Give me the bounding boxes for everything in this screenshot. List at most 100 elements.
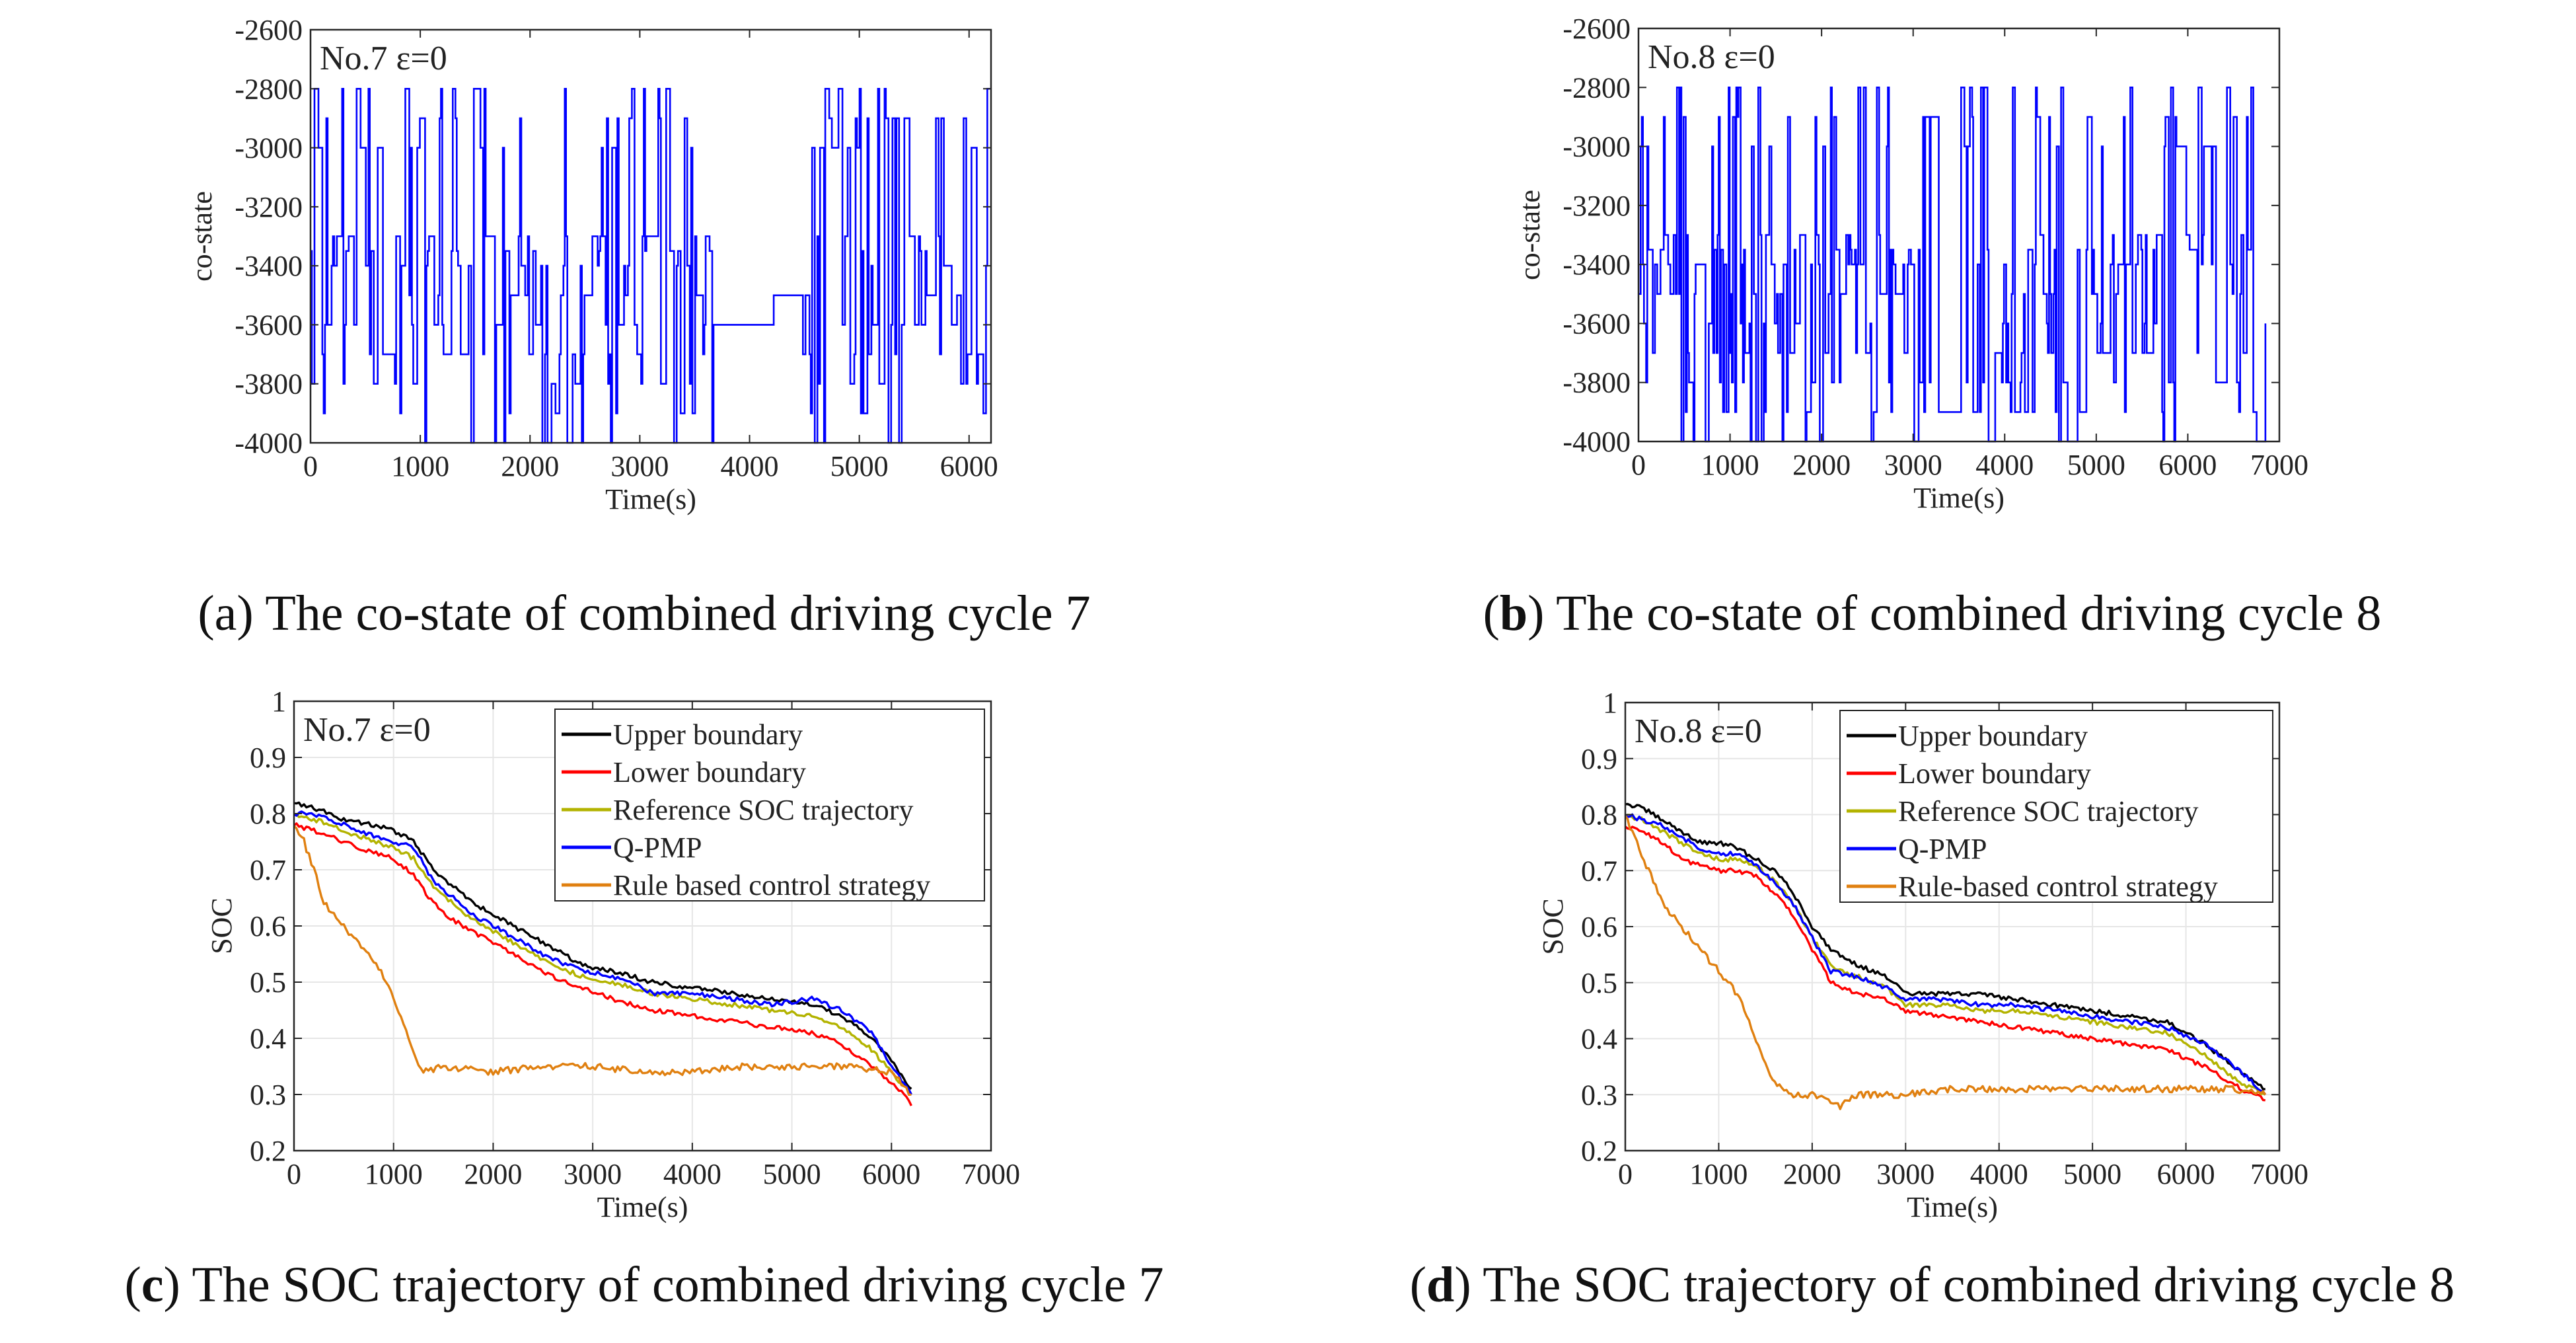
legend-label-3: Q-PMP [613,831,702,864]
x-tick-label: 0 [1631,449,1646,481]
y-axis-label: co-state [1514,190,1546,280]
y-tick-label: -4000 [235,427,303,459]
caption-a: (a) The co-state of combined driving cyc… [198,586,1091,641]
x-tick-label: 6000 [862,1158,920,1190]
x-tick-label: 0 [287,1158,301,1190]
y-tick-label: -3600 [235,309,303,341]
x-tick-label: 3000 [1876,1158,1934,1190]
series-line-4 [1625,815,2267,1110]
y-axis-label: co-state [186,191,218,282]
y-tick-label: -2600 [235,14,303,46]
chart-a-svg: 0 1000 2000 3000 4000 5000 6000 -2600 -2800 -3000… [186,14,998,516]
x-tick-label: 2000 [1783,1158,1841,1190]
x-axis-label: Time(s) [1907,1191,1998,1223]
costate-series-line [1638,87,2267,443]
plot-area [1638,87,2267,443]
x-tick-label: 7000 [2250,1158,2308,1190]
y-tick-label: 0.7 [1581,855,1617,887]
y-tick-label: -2600 [1563,13,1631,45]
y-tick-label: 0.2 [250,1135,286,1167]
y-tick-label: -2800 [235,73,303,105]
x-tick-label: 5000 [763,1158,821,1190]
y-tick-label: -3400 [1563,249,1631,281]
legend-label-4: Rule-based control strategy [1898,870,2218,903]
legend-label-1: Lower boundary [613,756,806,788]
y-tick-label: -3000 [235,132,303,165]
y-tick-label: 0.9 [1581,743,1617,775]
y-tick-label: -2800 [1563,71,1631,104]
legend-label-0: Upper boundary [613,718,803,751]
panel-c-soc-cycle7: 0 1000 2000 3000 4000 5000 6000 7000 1 0.9 0.8 0.7 0… [0,672,1288,1343]
x-tick-label: 1000 [1701,449,1759,481]
y-tick-label: -3000 [1563,131,1631,163]
x-axis-label: Time(s) [597,1191,688,1223]
x-tick-label: 4000 [1970,1158,2028,1190]
series-line-3 [1625,813,2267,1096]
x-tick-label: 2000 [464,1158,522,1190]
caption-a-letter: a [214,586,237,641]
y-tick-label: -3200 [235,191,303,223]
plot-area [311,88,990,444]
x-tick-label: 1000 [1689,1158,1748,1190]
legend-label-1: Lower boundary [1898,757,2091,790]
caption-c: (c) The SOC trajectory of combined drivi… [124,1257,1164,1313]
caption-b: (b) The co-state of combined driving cyc… [1483,586,2382,641]
series-line-1 [1625,825,2265,1102]
y-tick-label: -3800 [235,368,303,401]
panel-annotation: No.8 ε=0 [1635,712,1762,750]
y-tick-label: 0.5 [1581,967,1617,999]
x-tick-label: 4000 [721,450,779,482]
x-tick-label: 7000 [2250,449,2308,481]
y-tick-label: 1 [272,685,286,718]
costate-series-line [311,88,990,444]
y-tick-label: -3200 [1563,190,1631,222]
y-tick-label: 0.8 [250,798,286,830]
legend-label-4: Rule based control strategy [613,869,930,902]
x-tick-label: 4000 [1975,449,2034,481]
x-tick-label: 4000 [663,1158,721,1190]
y-tick-label: 0.3 [250,1079,286,1111]
x-tick-label: 6000 [940,450,998,482]
y-tick-label: 0.6 [250,910,286,942]
x-tick-label: 5000 [830,450,889,482]
chart-c-svg: 0 1000 2000 3000 4000 5000 6000 7000 1 0.9 0.8 0.7 0… [205,685,1020,1223]
y-axis-label: SOC [1537,898,1569,955]
series-line-2 [294,813,912,1096]
panel-d-soc-cycle8: 0 1000 2000 3000 4000 5000 6000 7000 1 0.9 0.8 0.7 0… [1288,672,2576,1343]
legend-label-3: Q-PMP [1898,833,1987,865]
legend-box [1839,710,2273,903]
caption-d-text: The SOC trajectory of combined driving c… [1483,1257,2455,1313]
plot-frame [309,28,992,444]
x-tick-label: 2000 [501,450,559,482]
caption-d-letter: d [1426,1257,1455,1313]
series-line-4 [294,825,912,1096]
x-tick-label: 1000 [391,450,449,482]
series-line-0 [294,801,912,1090]
caption-b-text: The co-state of combined driving cycle 8 [1556,586,2382,641]
y-axis-label: SOC [205,898,238,954]
y-tick-label: 0.9 [250,742,286,774]
x-tick-label: 0 [303,450,318,482]
x-tick-label: 3000 [564,1158,622,1190]
x-tick-label: 2000 [1792,449,1851,481]
series-line-2 [1625,814,2266,1096]
y-tick-label: 0.2 [1581,1135,1617,1167]
x-tick-label: 3000 [610,450,669,482]
series-line-1 [294,822,912,1106]
panel-annotation: No.8 ε=0 [1648,38,1775,76]
legend-box [554,709,985,902]
plot-area [294,801,912,1106]
y-tick-label: 0.7 [250,854,286,886]
y-tick-label: -4000 [1563,426,1631,458]
legend-label-2: Reference SOC trajectory [1898,795,2198,827]
y-tick-label: -3400 [235,250,303,282]
y-tick-label: -3800 [1563,367,1631,399]
panel-annotation: No.7 ε=0 [320,40,447,77]
chart-d-svg: 0 1000 2000 3000 4000 5000 6000 7000 1 0.9 0.8 0.7 0… [1537,687,2308,1223]
y-tick-label: 0.6 [1581,911,1617,943]
legend-label-0: Upper boundary [1898,720,2088,752]
caption-c-letter: c [141,1257,164,1313]
x-tick-label: 6000 [2158,449,2217,481]
y-tick-label: 1 [1603,687,1617,719]
series-line-0 [1625,802,2265,1091]
